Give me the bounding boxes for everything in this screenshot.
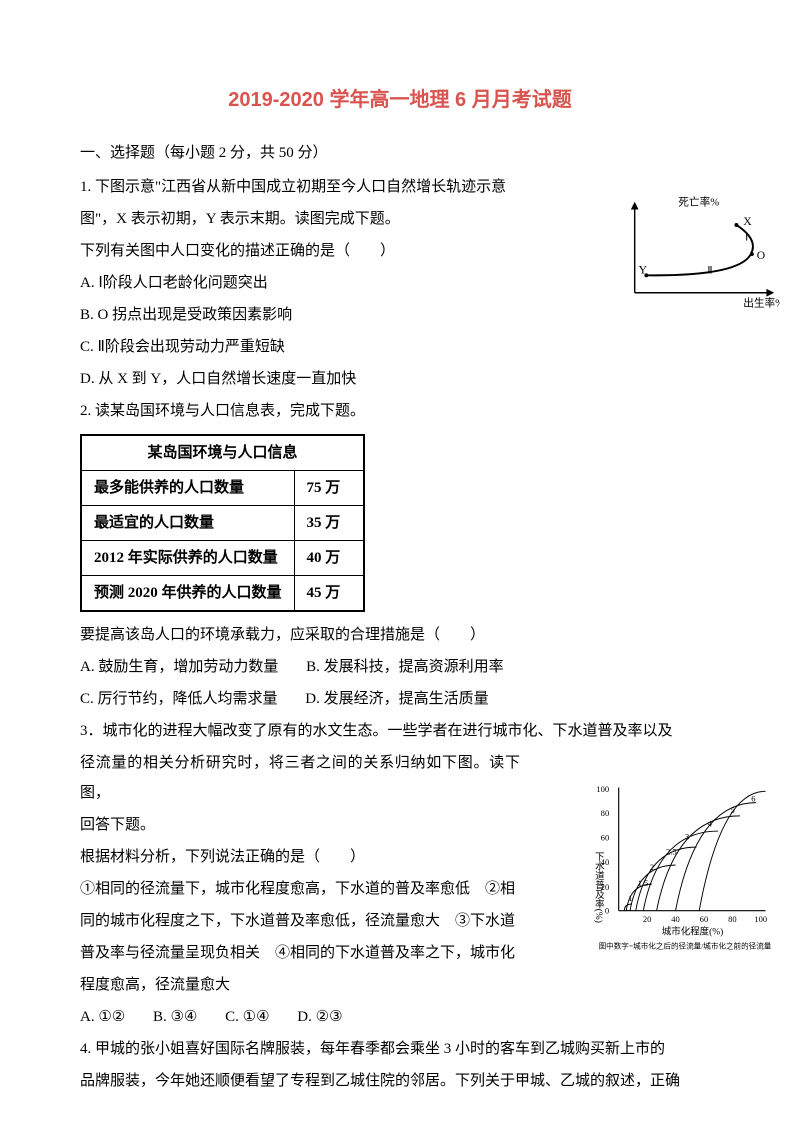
q3-options: A. ①② B. ③④ C. ①④ D. ②③ [80,1002,520,1032]
q1-y-label: 死亡率% [678,196,719,209]
q1-x-label: 出生率% [743,296,780,309]
q2-row2-value: 40 万 [294,541,364,576]
page-title: 2019-2020 学年高一地理 6 月月考试题 [80,80,720,120]
q3-ytick-100: 100 [596,784,609,794]
q3-stem-line1: 3．城市化的进程大幅改变了原有的水文生态。一些学者在进行城市化、下水道普及率以及 [80,716,720,746]
q1-stem-line2: 图"，X 表示初期，Y 表示末期。读图完成下题。 [80,204,520,234]
q1-option-c: C. Ⅱ阶段会出现劳动力严重短缺 [80,332,520,362]
q1-point-o: O [757,249,765,262]
q3-contour-2: 2 [650,862,654,872]
q2-table: 某岛国环境与人口信息 最多能供养的人口数量 75 万 最适宜的人口数量 35 万… [80,434,365,612]
q2-row1-value: 35 万 [294,506,364,541]
q3-choice-line2: 同的城市化程度之下，下水道普及率愈低，径流量愈大 ③下水道 [80,906,520,936]
question-1: 1. 下图示意"江西省从新中国成立初期至今人口自然增长轨迹示意 图"，X 表示初… [80,172,720,394]
q3-y-label: 下水道普及率(%) [593,852,605,923]
q3-stem-line2: 径流量的相关分析研究时，将三者之间的关系归纳如下图。读下图， [80,748,520,808]
q3-stem-line4: 根据材料分析，下列说法正确的是（ ） [80,842,520,872]
q1-option-b: B. O 拐点出现是受政策因素影响 [80,300,520,330]
q2-table-header: 某岛国环境与人口信息 [81,435,364,471]
q3-contour-2.5: 2.5 [666,847,677,857]
q4-line2: 品牌服装，今年她还顺便看望了专程到乙城住院的邻居。下列关于甲城、乙城的叙述，正确 [80,1066,720,1096]
q1-point-y: Y [639,263,648,276]
q3-option-b: B. ③④ [153,1009,197,1025]
q3-contour-1: 1 [628,893,632,903]
q2-row1-label: 最适宜的人口数量 [81,506,294,541]
q1-label-i: Ⅰ [745,232,748,243]
q3-x-label: 城市化程度(%) [662,925,724,937]
q3-choice-line1: ①相同的径流量下，城市化程度愈高，下水道的普及率愈低 ②相 [80,874,520,904]
q2-option-b: B. 发展科技，提高资源利用率 [306,659,504,675]
q3-xtick-100: 100 [754,914,767,924]
q2-row0-value: 75 万 [294,471,364,506]
q1-chart: 死亡率% 出生率% X O Y Ⅰ Ⅱ [625,194,780,314]
q3-xtick-40: 40 [671,914,680,924]
q1-point-x: X [743,215,752,228]
q2-option-d: D. 发展经济，提高生活质量 [305,691,488,707]
table-row: 最多能供养的人口数量 75 万 [81,471,364,506]
q3-option-d: D. ②③ [297,1009,342,1025]
q3-xtick-60: 60 [700,914,709,924]
q2-stem: 2. 读某岛国环境与人口信息表，完成下题。 [80,396,720,426]
table-row: 2012 年实际供养的人口数量 40 万 [81,541,364,576]
question-3: 径流量的相关分析研究时，将三者之间的关系归纳如下图。读下图， 回答下题。 根据材… [80,748,720,1032]
q1-option-a: A. Ⅰ阶段人口老龄化问题突出 [80,268,520,298]
q2-option-a: A. 鼓励生育，增加劳动力数量 [80,659,278,675]
q2-row2-label: 2012 年实际供养的人口数量 [81,541,294,576]
q3-caption: 图中数字=城市化之后的径流量/城市化之前的径流量 [599,941,772,951]
q2-stem2: 要提高该岛人口的环境承载力，应采取的合理措施是（ ） [80,620,720,650]
q2-option-c: C. 厉行节约，降低人均需求量 [80,691,278,707]
q3-contour-5: 5 [730,805,734,815]
q1-option-d: D. 从 X 到 Y，人口自然增长速度一直加快 [80,364,520,394]
q3-ytick-80: 80 [601,808,610,818]
q2-options-line2: C. 厉行节约，降低人均需求量 D. 发展经济，提高生活质量 [80,684,720,714]
q2-row3-value: 45 万 [294,576,364,612]
q3-choice-line4: 程度愈高，径流量愈大 [80,970,520,1000]
q2-options-line1: A. 鼓励生育，增加劳动力数量 B. 发展科技，提高资源利用率 [80,652,720,682]
q3-ytick-0: 0 [605,905,609,915]
q3-contour-4: 4 [708,818,713,828]
q1-label-ii: Ⅱ [707,265,712,276]
q3-option-a: A. ①② [80,1009,125,1025]
q3-stem-line3: 回答下题。 [80,810,520,840]
q2-row3-label: 预测 2020 年供养的人口数量 [81,576,294,612]
table-row: 预测 2020 年供养的人口数量 45 万 [81,576,364,612]
q1-stem-line3: 下列有关图中人口变化的描述正确的是（ ） [80,236,520,266]
q1-stem-line1: 1. 下图示意"江西省从新中国成立初期至今人口自然增长轨迹示意 [80,172,520,202]
q3-xtick-20: 20 [643,914,652,924]
q3-ytick-60: 60 [601,833,610,843]
q3-contour-3: 3 [685,832,689,842]
q2-row0-label: 最多能供养的人口数量 [81,471,294,506]
q4-line1: 4. 甲城的张小姐喜好国际名牌服装，每年春季都会乘坐 3 小时的客车到乙城购买新… [80,1034,720,1064]
q3-choice-line3: 普及率与径流量呈现负相关 ④相同的下水道普及率之下，城市化 [80,938,520,968]
section-1-heading: 一、选择题（每小题 2 分，共 50 分） [80,138,720,168]
q3-contour-6: 6 [751,794,755,804]
q3-option-c: C. ①④ [225,1009,269,1025]
q3-xtick-80: 80 [728,914,737,924]
table-row: 最适宜的人口数量 35 万 [81,506,364,541]
q3-chart: 100 80 60 40 20 0 20 40 60 80 100 1 1.5 … [590,778,780,958]
q3-contour-1.5: 1.5 [638,878,649,888]
